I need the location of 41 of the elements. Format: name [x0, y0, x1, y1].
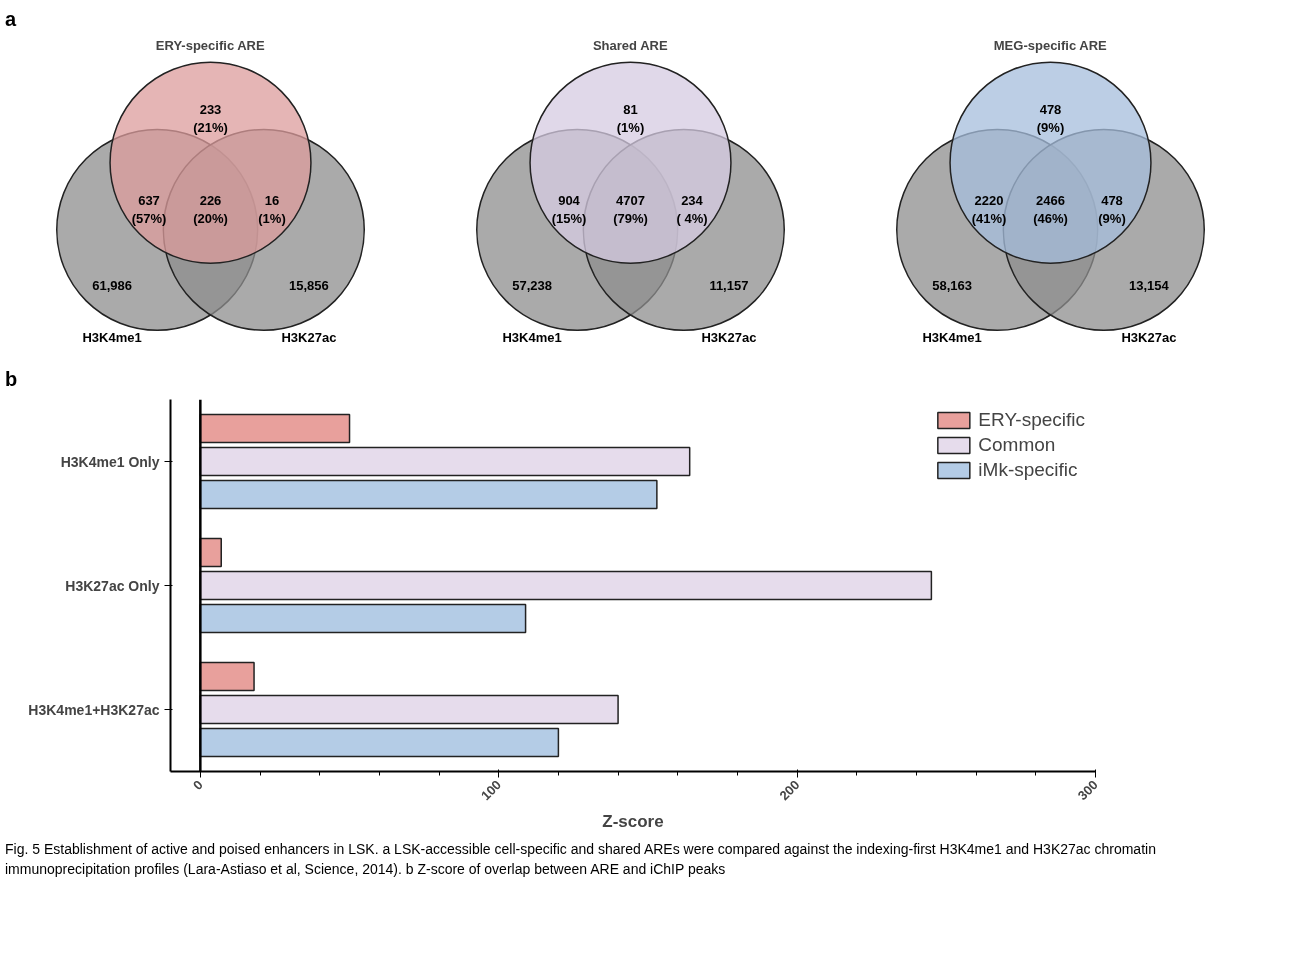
text: 81 (1%): [616, 102, 645, 136]
text: a: [5, 8, 17, 30]
text: 233 (21%): [193, 102, 228, 136]
text: ERY-specific ARE: [155, 37, 266, 53]
legend-label: iMk-specific: [978, 459, 1078, 481]
text: 478 (9%): [1036, 102, 1065, 136]
x-tick-label: 100: [478, 777, 505, 804]
x-tick-label: 0: [189, 777, 206, 793]
category-label: H3K27ac: [1121, 330, 1177, 346]
legend-label: ERY-specific: [978, 409, 1085, 431]
y-tick-label: H3K27ac Only: [65, 577, 160, 594]
text: 904 (15%): [551, 192, 587, 226]
legend-label: Common: [978, 434, 1056, 456]
caption: Fig. 5 Establishment of active and poised enhancers in LSK. a LSK-accessible cell-specific and shared AREs were compared against the indexing-first H3K4me1 and H3K27ac chromatin immunoprecipitation profiles (Lara-Astiaso et al, Science, 2014). b Z-score of overlap between ARE and iChIP peaks: [5, 840, 1157, 879]
y-tick-label: H3K4me1 Only: [60, 453, 160, 470]
text: 15,856: [289, 277, 329, 293]
y-tick-label: H3K4me1+H3K27ac: [28, 701, 160, 718]
text: 2466 (46%): [1033, 192, 1068, 226]
category-label: H3K27ac: [701, 330, 757, 346]
text: 637 (57%): [131, 192, 167, 226]
text: 16 (1%): [258, 192, 286, 226]
text: MEG-specific ARE: [993, 37, 1108, 53]
text: b: [5, 368, 18, 390]
x-tick-label: 300: [1074, 777, 1101, 804]
category-label: H3K4me1: [502, 330, 562, 346]
x-tick-label: 200: [776, 777, 803, 804]
category-label: H3K4me1: [82, 330, 142, 346]
text: 226 (20%): [193, 192, 228, 226]
text: 478 (9%): [1098, 192, 1126, 226]
category-label: H3K27ac: [281, 330, 337, 346]
category-label: H3K4me1: [922, 330, 982, 346]
text: 4707 (79%): [613, 192, 648, 226]
text: 61,986: [92, 277, 132, 293]
text: Shared ARE: [592, 37, 668, 53]
text: 13,154: [1129, 277, 1170, 293]
text: 234 ( 4%): [676, 192, 708, 226]
text: 11,157: [709, 277, 749, 293]
x-axis-title: Z-score: [602, 812, 664, 832]
text: 58,163: [932, 277, 972, 293]
text: 57,238: [512, 277, 552, 293]
text: 2220 (41%): [971, 192, 1007, 226]
